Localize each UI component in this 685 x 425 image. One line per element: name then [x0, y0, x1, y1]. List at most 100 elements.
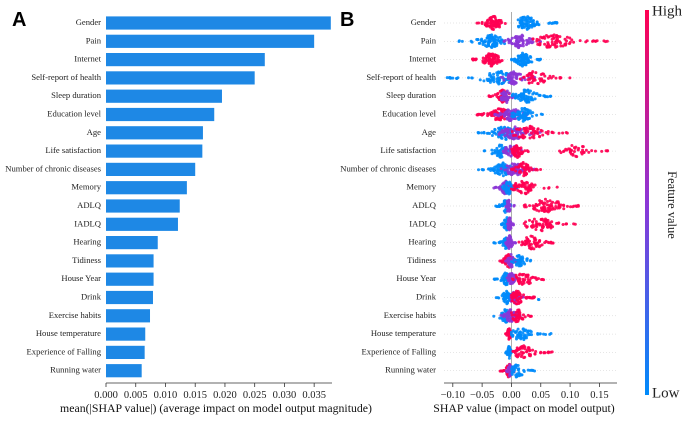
panel-b-dot [503, 271, 507, 275]
panel-b-dot [498, 19, 502, 23]
panel-b-feature-label: Gender [411, 17, 436, 27]
colorbar-low-label: Low [652, 385, 680, 401]
panel-b-dot [522, 356, 526, 360]
panel-b-dot [504, 351, 508, 355]
panel-b-dot [511, 92, 515, 96]
panel-b-dot [494, 132, 498, 136]
panel-b-dot [518, 373, 522, 377]
panel-b-dot [514, 373, 518, 377]
panel-b-dot [497, 107, 501, 111]
panel-b-dot [527, 116, 531, 120]
panel-b-dot [520, 24, 524, 28]
panel-b-dot [568, 36, 572, 40]
panel-b-dot [565, 204, 569, 208]
panel-b-dot [530, 81, 534, 85]
panel-b-dot [521, 327, 525, 331]
panel-b-dot [493, 128, 497, 132]
panel-b-dot [456, 76, 460, 80]
panel-a-x-tick-label: 0.035 [302, 390, 326, 401]
panel-b-dot [499, 41, 503, 45]
panel-b-dot [537, 38, 541, 42]
panel-b-dot [512, 258, 516, 262]
panel-b-dot [514, 169, 518, 173]
panel-b-dot [499, 240, 503, 244]
panel-b-dot [515, 127, 519, 131]
panel-b-feature-label: Memory [406, 182, 436, 192]
panel-b-dot [530, 168, 534, 172]
panel-b-dot [570, 149, 574, 153]
panel-b-dot [517, 331, 521, 335]
panel-b-feature-label: Education level [382, 108, 436, 118]
panel-b-dot [489, 19, 493, 23]
panel-b-dot [502, 78, 506, 82]
panel-a-bar [106, 364, 142, 378]
panel-b-dot [504, 127, 508, 131]
panel-b-dot [511, 111, 515, 115]
panel-b-dot [545, 203, 549, 207]
panel-b-dot [520, 181, 524, 185]
panel-b-dot [542, 219, 546, 223]
panel-b-dot [577, 146, 581, 150]
panel-b-dot [527, 21, 531, 25]
panel-b-dot [532, 207, 536, 211]
panel-b-dot [558, 40, 562, 44]
panel-b-dot [531, 40, 535, 44]
panel-b-dot [536, 244, 540, 248]
panel-b-dot [537, 43, 541, 47]
panel-b-dot [505, 315, 509, 319]
panel-b-dot [570, 38, 574, 42]
panel-b-dot [515, 185, 519, 189]
panel-b-dot [539, 351, 543, 355]
panel-b-dot [448, 75, 452, 79]
panel-b-dot [503, 117, 507, 121]
panel-b-dot [525, 24, 529, 28]
panel-b-dot [495, 168, 499, 172]
panel-b-feature-label: Hearing [408, 237, 436, 247]
panel-b-dot [528, 40, 532, 44]
panel-b-dot [545, 225, 549, 229]
panel-b-dot [493, 241, 497, 245]
panel-b-dot [512, 274, 516, 278]
panel-b-dot [521, 39, 525, 43]
panel-b-dot [507, 217, 511, 221]
panel-b-dot [530, 131, 534, 135]
panel-b-dot [492, 55, 496, 59]
panel-b-dot [508, 353, 512, 357]
panel-b-dot [497, 186, 501, 190]
panel-b-dot [522, 92, 526, 96]
panel-b-dot [533, 352, 537, 356]
panel-b-dot [492, 24, 496, 28]
panel-b-dot [509, 117, 513, 121]
panel-b-dot [520, 55, 524, 59]
panel-b-dot [494, 185, 498, 189]
panel-b-dot [523, 60, 527, 64]
panel-b-dot [523, 347, 527, 351]
panel-b-dot [506, 108, 510, 112]
panel-b-dot [493, 109, 497, 113]
panel-b-dot [555, 221, 559, 225]
panel-b-dot [528, 23, 532, 27]
panel-b-dot [511, 168, 515, 172]
panel-b-dot [523, 278, 527, 282]
panel-b-dot [544, 219, 548, 223]
panel-b-dot [591, 39, 595, 43]
panel-b-dot [518, 272, 522, 276]
panel-b-dot [500, 171, 504, 175]
panel-b-dot [512, 171, 516, 175]
panel-b-dot [494, 38, 498, 42]
panel-b-dot [445, 76, 449, 80]
panel-b-dot [531, 37, 535, 41]
panel-a-feature-label: Pain [86, 35, 102, 45]
panel-b-dot [514, 181, 518, 185]
panel-b-dot [541, 72, 545, 76]
panel-b-dot [478, 78, 482, 82]
panel-b-dot [510, 365, 514, 369]
panel-b-dot [533, 131, 537, 135]
panel-b-dot [503, 199, 507, 203]
panel-a-x-tick-label: 0.025 [243, 390, 267, 401]
panel-b-dot [561, 44, 565, 48]
panel-b-dot [499, 97, 503, 101]
panel-b-dot [518, 264, 522, 268]
panel-b-x-tick-label: 0.15 [590, 390, 608, 401]
